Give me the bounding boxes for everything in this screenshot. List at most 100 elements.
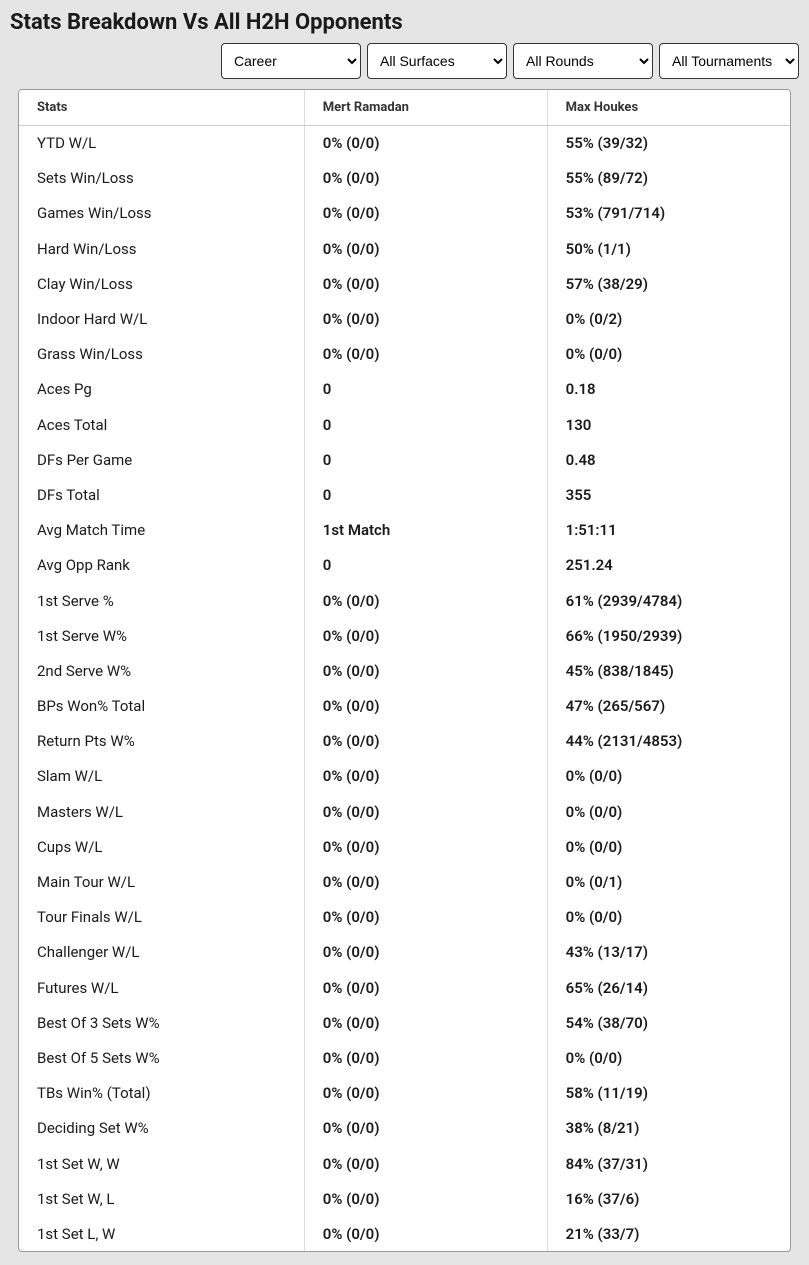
stat-value-player2: 58% (11/19) <box>547 1076 790 1111</box>
col-header-player1: Mert Ramadan <box>304 90 547 126</box>
stat-label: 1st Set W, L <box>19 1181 304 1216</box>
table-row: Best Of 3 Sets W%0% (0/0)54% (38/70) <box>19 1005 790 1040</box>
stat-value-player2: 0% (0/0) <box>547 900 790 935</box>
stat-value-player1: 0% (0/0) <box>304 337 547 372</box>
stat-value-player1: 0% (0/0) <box>304 1181 547 1216</box>
stat-value-player2: 0.48 <box>547 442 790 477</box>
stat-label: Games Win/Loss <box>19 196 304 231</box>
stat-label: TBs Win% (Total) <box>19 1076 304 1111</box>
stat-value-player2: 65% (26/14) <box>547 970 790 1005</box>
stat-value-player2: 0% (0/0) <box>547 337 790 372</box>
filter-career[interactable]: Career <box>221 43 361 79</box>
stat-value-player2: 66% (1950/2939) <box>547 618 790 653</box>
table-row: Games Win/Loss0% (0/0)53% (791/714) <box>19 196 790 231</box>
stat-value-player2: 45% (838/1845) <box>547 653 790 688</box>
stat-value-player1: 0% (0/0) <box>304 618 547 653</box>
filter-bar: Career All Surfaces All Rounds All Tourn… <box>0 43 809 89</box>
stat-value-player2: 38% (8/21) <box>547 1111 790 1146</box>
stat-label: 1st Serve % <box>19 583 304 618</box>
stat-value-player2: 53% (791/714) <box>547 196 790 231</box>
stat-label: DFs Per Game <box>19 442 304 477</box>
stat-value-player1: 0% (0/0) <box>304 1111 547 1146</box>
stat-label: Avg Opp Rank <box>19 548 304 583</box>
table-row: Main Tour W/L0% (0/0)0% (0/1) <box>19 864 790 899</box>
stat-label: YTD W/L <box>19 126 304 161</box>
table-row: Clay Win/Loss0% (0/0)57% (38/29) <box>19 266 790 301</box>
table-row: Challenger W/L0% (0/0)43% (13/17) <box>19 935 790 970</box>
col-header-stats: Stats <box>19 90 304 126</box>
stat-value-player2: 61% (2939/4784) <box>547 583 790 618</box>
table-row: Return Pts W%0% (0/0)44% (2131/4853) <box>19 724 790 759</box>
stat-value-player1: 0% (0/0) <box>304 689 547 724</box>
filter-surfaces[interactable]: All Surfaces <box>367 43 507 79</box>
stat-value-player2: 0% (0/0) <box>547 794 790 829</box>
col-header-player2: Max Houkes <box>547 90 790 126</box>
stat-value-player1: 0% (0/0) <box>304 1005 547 1040</box>
stat-value-player1: 0% (0/0) <box>304 301 547 336</box>
stat-value-player2: 50% (1/1) <box>547 231 790 266</box>
stat-label: Clay Win/Loss <box>19 266 304 301</box>
stat-label: Aces Pg <box>19 372 304 407</box>
stat-label: Grass Win/Loss <box>19 337 304 372</box>
stat-value-player2: 54% (38/70) <box>547 1005 790 1040</box>
stat-value-player1: 0% (0/0) <box>304 196 547 231</box>
table-row: 1st Serve W%0% (0/0)66% (1950/2939) <box>19 618 790 653</box>
stat-value-player1: 0 <box>304 442 547 477</box>
table-row: Futures W/L0% (0/0)65% (26/14) <box>19 970 790 1005</box>
stat-value-player1: 0% (0/0) <box>304 1146 547 1181</box>
table-row: Grass Win/Loss0% (0/0)0% (0/0) <box>19 337 790 372</box>
stat-value-player2: 355 <box>547 477 790 512</box>
stat-value-player2: 16% (37/6) <box>547 1181 790 1216</box>
table-row: YTD W/L0% (0/0)55% (39/32) <box>19 126 790 161</box>
stat-value-player1: 0% (0/0) <box>304 1216 547 1251</box>
stat-value-player2: 1:51:11 <box>547 513 790 548</box>
stat-value-player2: 44% (2131/4853) <box>547 724 790 759</box>
page-title: Stats Breakdown Vs All H2H Opponents <box>0 0 809 43</box>
stat-value-player1: 0% (0/0) <box>304 724 547 759</box>
stat-value-player1: 0% (0/0) <box>304 1040 547 1075</box>
stat-value-player1: 0 <box>304 477 547 512</box>
stat-value-player1: 0 <box>304 407 547 442</box>
table-row: Avg Match Time1st Match1:51:11 <box>19 513 790 548</box>
stat-value-player1: 0% (0/0) <box>304 126 547 161</box>
stat-value-player1: 0% (0/0) <box>304 653 547 688</box>
table-row: 1st Set W, L0% (0/0)16% (37/6) <box>19 1181 790 1216</box>
stat-value-player1: 0% (0/0) <box>304 935 547 970</box>
table-row: BPs Won% Total0% (0/0)47% (265/567) <box>19 689 790 724</box>
stat-label: BPs Won% Total <box>19 689 304 724</box>
filter-rounds[interactable]: All Rounds <box>513 43 653 79</box>
stat-label: Slam W/L <box>19 759 304 794</box>
stat-label: 1st Set L, W <box>19 1216 304 1251</box>
table-row: 1st Set W, W0% (0/0)84% (37/31) <box>19 1146 790 1181</box>
stat-label: Hard Win/Loss <box>19 231 304 266</box>
table-row: Masters W/L0% (0/0)0% (0/0) <box>19 794 790 829</box>
stat-label: 1st Set W, W <box>19 1146 304 1181</box>
stat-value-player1: 0% (0/0) <box>304 161 547 196</box>
stat-label: Best Of 3 Sets W% <box>19 1005 304 1040</box>
stat-value-player1: 0% (0/0) <box>304 829 547 864</box>
stat-value-player2: 251.24 <box>547 548 790 583</box>
stat-label: Deciding Set W% <box>19 1111 304 1146</box>
table-row: Best Of 5 Sets W%0% (0/0)0% (0/0) <box>19 1040 790 1075</box>
stat-value-player2: 0% (0/0) <box>547 1040 790 1075</box>
stat-value-player1: 0% (0/0) <box>304 794 547 829</box>
table-row: Deciding Set W%0% (0/0)38% (8/21) <box>19 1111 790 1146</box>
stat-value-player2: 43% (13/17) <box>547 935 790 970</box>
stat-label: Indoor Hard W/L <box>19 301 304 336</box>
stat-label: Cups W/L <box>19 829 304 864</box>
stat-value-player1: 0% (0/0) <box>304 900 547 935</box>
table-row: Indoor Hard W/L0% (0/0)0% (0/2) <box>19 301 790 336</box>
stat-value-player2: 84% (37/31) <box>547 1146 790 1181</box>
stat-value-player1: 0% (0/0) <box>304 583 547 618</box>
table-row: Cups W/L0% (0/0)0% (0/0) <box>19 829 790 864</box>
table-row: DFs Total0355 <box>19 477 790 512</box>
stats-table: Stats Mert Ramadan Max Houkes YTD W/L0% … <box>19 90 790 1251</box>
stat-label: Masters W/L <box>19 794 304 829</box>
table-row: Sets Win/Loss0% (0/0)55% (89/72) <box>19 161 790 196</box>
stats-table-wrap: Stats Mert Ramadan Max Houkes YTD W/L0% … <box>18 89 791 1252</box>
stat-value-player1: 0% (0/0) <box>304 231 547 266</box>
stat-label: 1st Serve W% <box>19 618 304 653</box>
stat-value-player2: 0% (0/0) <box>547 829 790 864</box>
filter-tournaments[interactable]: All Tournaments <box>659 43 799 79</box>
stat-value-player2: 0% (0/1) <box>547 864 790 899</box>
